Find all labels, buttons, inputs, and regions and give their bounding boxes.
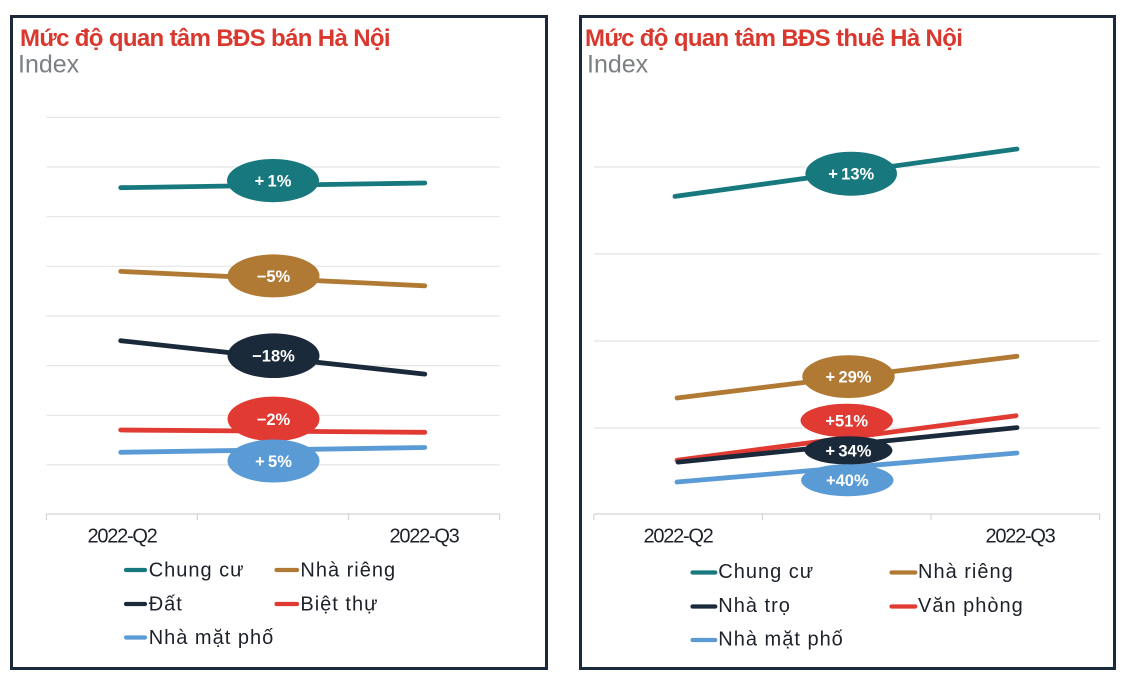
svg-text:Chung cư: Chung cư [149, 560, 245, 582]
svg-text:Nhà riêng: Nhà riêng [300, 560, 396, 582]
svg-text:Index: Index [18, 50, 80, 78]
svg-text:−5%: −5% [257, 268, 291, 286]
svg-text:−2%: −2% [257, 411, 291, 429]
svg-text:Mức độ quan tâm BĐS bán Hà Nội: Mức độ quan tâm BĐS bán Hà Nội [20, 25, 390, 52]
svg-text:Nhà mặt phố: Nhà mặt phố [149, 627, 275, 649]
svg-text:Nhà trọ: Nhà trọ [718, 595, 791, 617]
svg-text:−18%: −18% [252, 348, 295, 366]
svg-text:2022-Q2: 2022-Q2 [643, 525, 713, 547]
svg-text:+ 13%: + 13% [828, 166, 874, 184]
svg-text:Biệt thự: Biệt thự [300, 594, 378, 616]
svg-text:+51%: +51% [825, 413, 868, 431]
svg-text:Văn phòng: Văn phòng [918, 595, 1024, 617]
svg-text:2022-Q2: 2022-Q2 [87, 525, 157, 547]
svg-text:Đất: Đất [149, 594, 183, 616]
svg-text:+ 34%: + 34% [825, 442, 871, 460]
svg-text:Index: Index [587, 50, 649, 78]
svg-text:+ 5%: + 5% [255, 453, 292, 471]
svg-text:Nhà riêng: Nhà riêng [918, 561, 1014, 583]
svg-text:Mức độ quan tâm BĐS thuê Hà Nộ: Mức độ quan tâm BĐS thuê Hà Nội [585, 25, 962, 52]
svg-text:+40%: +40% [826, 472, 869, 490]
svg-text:2022-Q3: 2022-Q3 [389, 525, 459, 547]
svg-text:Nhà mặt phố: Nhà mặt phố [718, 629, 844, 651]
svg-text:2022-Q3: 2022-Q3 [985, 525, 1055, 547]
svg-text:+ 1%: + 1% [255, 173, 292, 191]
svg-text:Chung cư: Chung cư [718, 561, 814, 583]
svg-text:+ 29%: + 29% [826, 369, 872, 387]
